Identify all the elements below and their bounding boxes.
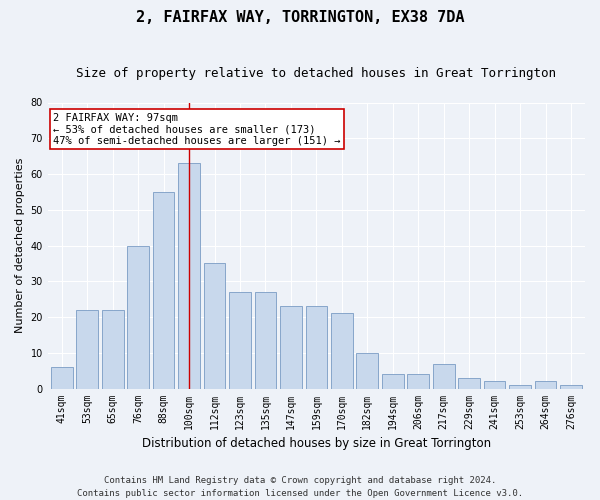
Bar bbox=[76, 310, 98, 388]
Bar bbox=[102, 310, 124, 388]
Text: Contains HM Land Registry data © Crown copyright and database right 2024.
Contai: Contains HM Land Registry data © Crown c… bbox=[77, 476, 523, 498]
Bar bbox=[433, 364, 455, 388]
Text: 2 FAIRFAX WAY: 97sqm
← 53% of detached houses are smaller (173)
47% of semi-deta: 2 FAIRFAX WAY: 97sqm ← 53% of detached h… bbox=[53, 112, 341, 146]
Bar bbox=[535, 382, 556, 388]
Y-axis label: Number of detached properties: Number of detached properties bbox=[15, 158, 25, 333]
Bar bbox=[509, 385, 531, 388]
Bar bbox=[458, 378, 480, 388]
Bar bbox=[382, 374, 404, 388]
Bar bbox=[153, 192, 175, 388]
Title: Size of property relative to detached houses in Great Torrington: Size of property relative to detached ho… bbox=[76, 68, 556, 80]
X-axis label: Distribution of detached houses by size in Great Torrington: Distribution of detached houses by size … bbox=[142, 437, 491, 450]
Text: 2, FAIRFAX WAY, TORRINGTON, EX38 7DA: 2, FAIRFAX WAY, TORRINGTON, EX38 7DA bbox=[136, 10, 464, 25]
Bar bbox=[484, 382, 505, 388]
Bar bbox=[356, 353, 378, 388]
Bar bbox=[560, 385, 582, 388]
Bar bbox=[280, 306, 302, 388]
Bar bbox=[229, 292, 251, 388]
Bar bbox=[178, 164, 200, 388]
Bar bbox=[305, 306, 327, 388]
Bar bbox=[407, 374, 429, 388]
Bar bbox=[127, 246, 149, 388]
Bar bbox=[331, 314, 353, 388]
Bar bbox=[254, 292, 276, 388]
Bar bbox=[204, 264, 226, 388]
Bar bbox=[51, 367, 73, 388]
